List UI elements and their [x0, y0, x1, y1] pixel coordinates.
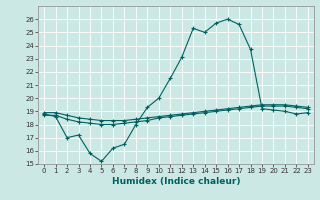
X-axis label: Humidex (Indice chaleur): Humidex (Indice chaleur) [112, 177, 240, 186]
